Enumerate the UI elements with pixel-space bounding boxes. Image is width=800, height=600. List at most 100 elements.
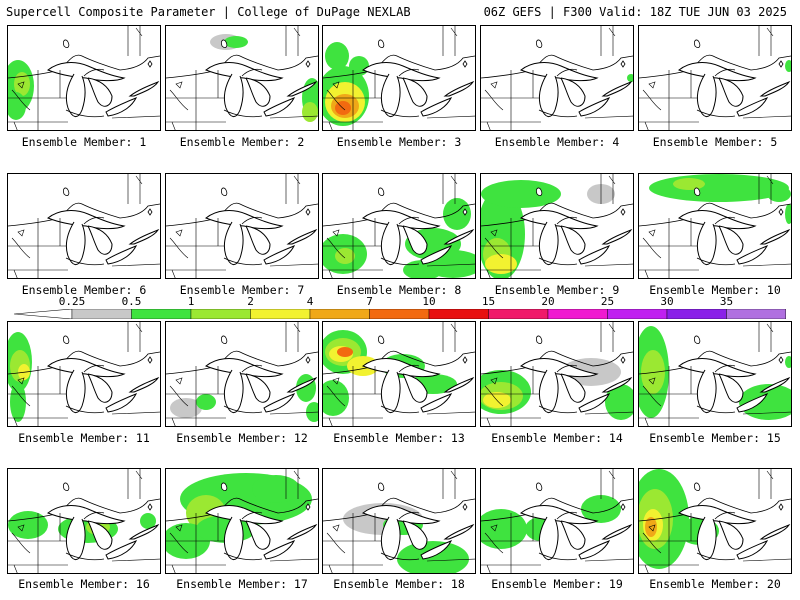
- map-outline: [639, 26, 791, 130]
- ensemble-map-panel: [480, 468, 634, 574]
- great-lakes-map: [639, 174, 791, 278]
- legend-tick-label: 30: [660, 295, 674, 308]
- ensemble-map-panel: [322, 25, 476, 131]
- ensemble-map-panel: [7, 25, 161, 131]
- ensemble-member-label: Ensemble Member: 1: [21, 135, 147, 149]
- ensemble-member-label: Ensemble Member: 17: [176, 577, 308, 591]
- scp-shading-area: [561, 358, 621, 386]
- legend-color-bin: [428, 309, 489, 319]
- legend-tick-label: 1: [187, 295, 195, 308]
- ensemble-map-panel: [165, 173, 319, 279]
- scp-shading-area: [739, 384, 791, 420]
- legend-color-bin: [190, 309, 251, 319]
- scp-shading-area: [252, 475, 300, 503]
- great-lakes-map: [639, 26, 791, 130]
- great-lakes-map: [481, 26, 633, 130]
- ensemble-map-panel: [165, 321, 319, 427]
- ensemble-map-panel: [638, 321, 792, 427]
- map-outline: [166, 174, 318, 278]
- ensemble-map-panel: [322, 321, 476, 427]
- color-legend-strip: [14, 309, 786, 319]
- scp-shading-area: [481, 509, 527, 549]
- ensemble-map-panel: [7, 468, 161, 574]
- great-lakes-map: [481, 322, 633, 426]
- legend-color-bin: [607, 309, 668, 319]
- great-lakes-map: [8, 26, 160, 130]
- scp-shading-area: [306, 402, 318, 422]
- scp-shading-area: [302, 102, 318, 122]
- ensemble-member-label: Ensemble Member: 12: [176, 431, 308, 445]
- ensemble-map-panel: [322, 173, 476, 279]
- scp-shading-area: [349, 56, 369, 76]
- scp-shading-area: [8, 92, 26, 120]
- scp-shading-area: [397, 541, 469, 573]
- ensemble-map-panel: [7, 173, 161, 279]
- scp-shading-area: [673, 178, 705, 190]
- ensemble-member-label: Ensemble Member: 18: [333, 577, 465, 591]
- scp-shading-area: [645, 517, 657, 537]
- scp-shading-area: [485, 254, 517, 274]
- legend-color-bin: [71, 309, 132, 319]
- ensemble-member-label: Ensemble Member: 3: [336, 135, 462, 149]
- great-lakes-map: [166, 322, 318, 426]
- scp-shading-area: [767, 186, 791, 202]
- great-lakes-map: [481, 469, 633, 573]
- scp-shading-area: [581, 495, 621, 523]
- ensemble-member-label: Ensemble Member: 4: [494, 135, 620, 149]
- ensemble-map-panel: [638, 468, 792, 574]
- ensemble-map-panel: [322, 468, 476, 574]
- legend-tick-label: 10: [422, 295, 436, 308]
- scp-shading-area: [170, 398, 202, 418]
- legend-color-bin: [250, 309, 311, 319]
- scp-shading-area: [196, 394, 216, 410]
- ensemble-member-label: Ensemble Member: 16: [18, 577, 150, 591]
- scp-shading-area: [641, 350, 665, 394]
- ensemble-member-label: Ensemble Member: 11: [18, 431, 150, 445]
- ensemble-map-panel: [165, 25, 319, 131]
- legend-tick-label: 15: [481, 295, 496, 308]
- scp-shading-area: [785, 60, 791, 72]
- legend-color-bin: [547, 309, 608, 319]
- ensemble-map-panel: [638, 173, 792, 279]
- ensemble-map-panel: [638, 25, 792, 131]
- legend-tick-label: 20: [541, 295, 555, 308]
- legend-color-bin: [309, 309, 370, 319]
- ensemble-member-label: Ensemble Member: 2: [179, 135, 305, 149]
- great-lakes-map: [8, 322, 160, 426]
- great-lakes-map: [323, 469, 475, 573]
- ensemble-map-panel: [165, 468, 319, 574]
- legend-color-bin: [488, 309, 549, 319]
- legend-color-bin: [131, 309, 192, 319]
- legend-tick-label: 0.5: [121, 295, 142, 308]
- legend-tick-label: 4: [306, 295, 314, 308]
- great-lakes-map: [8, 174, 160, 278]
- legend-color-bin: [369, 309, 430, 319]
- map-outline: [8, 322, 160, 426]
- great-lakes-map: [323, 322, 475, 426]
- legend-color-bin: [726, 309, 786, 319]
- scp-shading-area: [627, 74, 633, 82]
- great-lakes-map: [639, 469, 791, 573]
- great-lakes-map: [323, 174, 475, 278]
- legend-tick-label: 2: [247, 295, 254, 308]
- scp-shading-area: [785, 356, 791, 368]
- great-lakes-map: [639, 322, 791, 426]
- ensemble-member-label: Ensemble Member: 19: [491, 577, 623, 591]
- ensemble-map-panel: [7, 321, 161, 427]
- color-legend: 0.25 0.5 1 2 4 7 10 15 20 25 30 35: [14, 296, 786, 320]
- scp-shading-area: [14, 72, 30, 96]
- scp-shading-area: [224, 36, 248, 48]
- legend-tick-label: 25: [600, 295, 615, 308]
- legend-color-bin: [666, 309, 727, 319]
- great-lakes-map: [166, 174, 318, 278]
- map-outline: [8, 174, 160, 278]
- ensemble-member-label: Ensemble Member: 20: [649, 577, 781, 591]
- scp-shading-area: [335, 248, 355, 264]
- ensemble-member-label: Ensemble Member: 8: [336, 283, 462, 297]
- ensemble-member-label: Ensemble Member: 14: [491, 431, 623, 445]
- scp-shading-area: [325, 42, 349, 70]
- ensemble-member-label: Ensemble Member: 9: [494, 283, 620, 297]
- legend-tick-label: 0.25: [58, 295, 86, 308]
- ensemble-member-label: Ensemble Member: 7: [179, 283, 305, 297]
